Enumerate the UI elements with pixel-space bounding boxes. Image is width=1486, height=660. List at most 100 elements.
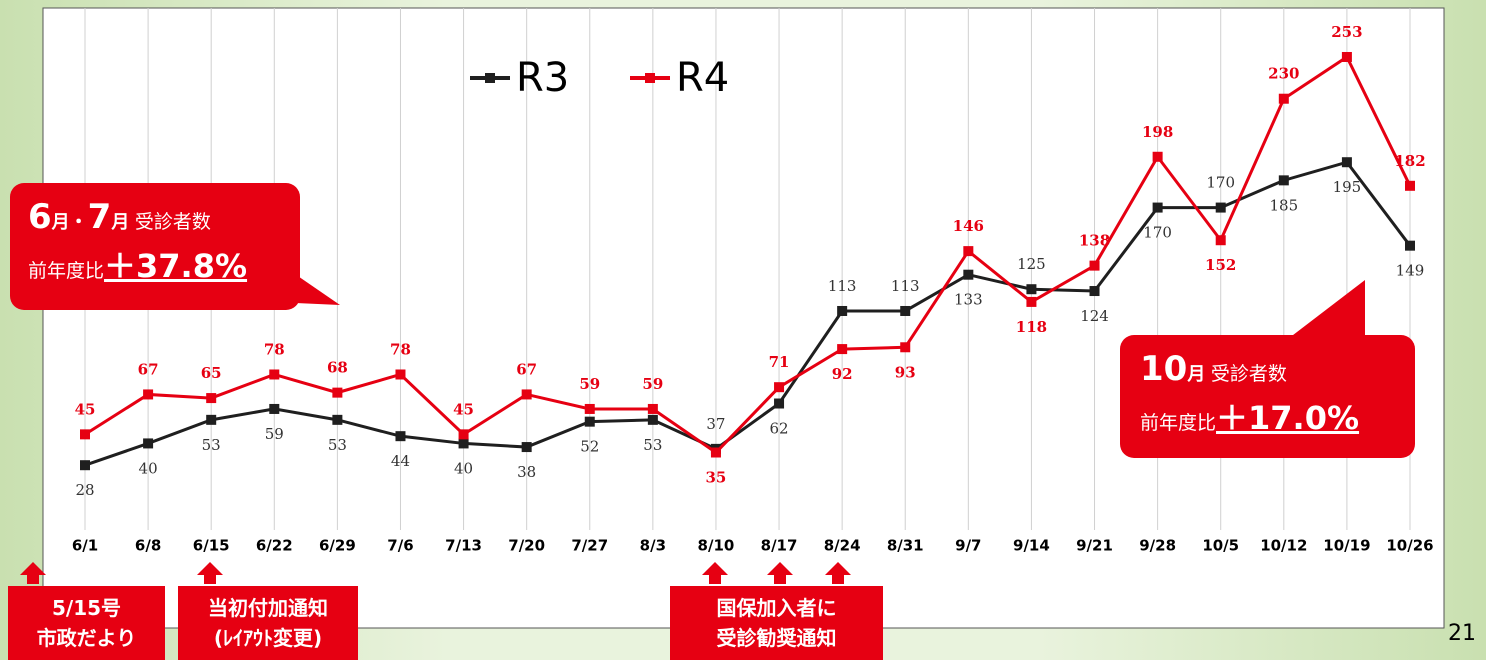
point xyxy=(647,414,658,425)
x-tick-label: 8/10 xyxy=(698,537,735,555)
x-tick-label: 7/6 xyxy=(387,537,413,555)
data-label: 59 xyxy=(642,375,663,393)
data-label: 53 xyxy=(202,436,221,454)
point xyxy=(1026,284,1037,295)
data-label: 113 xyxy=(828,277,857,295)
data-label: 138 xyxy=(1079,232,1110,250)
page-number: 21 xyxy=(1448,621,1476,646)
data-label: 253 xyxy=(1331,23,1362,41)
point xyxy=(458,429,469,440)
x-tick-label: 10/19 xyxy=(1323,537,1370,555)
x-tick-label: 10/5 xyxy=(1202,537,1239,555)
data-label: 45 xyxy=(75,400,96,418)
data-label: 59 xyxy=(579,375,600,393)
point xyxy=(395,431,406,442)
data-label: 170 xyxy=(1206,174,1235,192)
data-label: 40 xyxy=(454,459,473,477)
x-tick-label: 8/24 xyxy=(824,537,861,555)
data-label: 124 xyxy=(1080,307,1109,325)
point xyxy=(710,447,721,458)
callout-text: 月 xyxy=(111,212,130,233)
note: 国保加入者に 受診勧奨通知 xyxy=(670,586,883,660)
point xyxy=(584,416,595,427)
callout-text: 7 xyxy=(87,197,112,237)
note-text: 国保加入者に xyxy=(716,596,837,620)
legend-marker xyxy=(485,73,495,83)
callout-text: 6 xyxy=(28,197,52,237)
data-label: 53 xyxy=(643,436,662,454)
data-label: 45 xyxy=(453,400,474,418)
point xyxy=(774,382,785,393)
point xyxy=(269,369,280,380)
callout: 6月・7月 受診者数 前年度比＋37.8% xyxy=(10,183,300,310)
point xyxy=(143,389,154,400)
point xyxy=(1405,240,1415,251)
callout-text: 月 xyxy=(1187,364,1206,385)
point xyxy=(1341,157,1352,168)
data-label: 118 xyxy=(1016,318,1047,336)
data-label: 125 xyxy=(1017,255,1046,273)
point xyxy=(1278,175,1289,186)
data-label: 146 xyxy=(953,217,984,235)
data-label: 38 xyxy=(517,463,536,481)
x-tick-label: 9/21 xyxy=(1076,537,1113,555)
data-label: 78 xyxy=(390,340,411,358)
point xyxy=(1026,296,1037,307)
data-label: 53 xyxy=(328,436,347,454)
x-tick-label: 7/13 xyxy=(445,537,482,555)
point xyxy=(521,389,532,400)
note-text: 市政だより xyxy=(36,626,137,650)
point xyxy=(458,438,469,449)
callout-text: 10 xyxy=(1140,349,1188,389)
callout-text: ・ xyxy=(69,212,88,233)
callout-ratio: ＋17.0% xyxy=(1216,399,1360,437)
point xyxy=(1215,202,1226,213)
note-text: 受診勧奨通知 xyxy=(716,626,837,650)
point xyxy=(1278,93,1289,104)
data-label: 152 xyxy=(1205,256,1236,274)
point xyxy=(80,460,90,471)
point xyxy=(837,305,848,316)
callout-text: 月 xyxy=(51,212,70,233)
point xyxy=(206,414,217,425)
point xyxy=(1152,151,1163,162)
data-label: 182 xyxy=(1394,152,1425,170)
data-label: 92 xyxy=(832,365,853,383)
data-label: 185 xyxy=(1269,196,1298,214)
point xyxy=(963,269,974,280)
data-label: 67 xyxy=(516,360,537,378)
x-tick-label: 7/20 xyxy=(508,537,545,555)
point xyxy=(521,442,532,453)
data-label: 62 xyxy=(770,420,789,438)
callout-text: 前年度比 xyxy=(1140,412,1217,434)
note-text: 当初付加通知 xyxy=(208,596,328,620)
callout: 10月 受診者数 前年度比＋17.0% xyxy=(1120,335,1415,458)
data-label: 195 xyxy=(1333,178,1362,196)
series-line xyxy=(84,160,1412,467)
point xyxy=(143,438,154,449)
data-label: 68 xyxy=(327,359,348,377)
point xyxy=(395,369,406,380)
plot-area xyxy=(42,7,1445,629)
point xyxy=(1089,286,1100,297)
data-label: 28 xyxy=(75,481,94,499)
callout-text: 受診者数 xyxy=(1210,363,1287,385)
data-label: 93 xyxy=(895,363,916,381)
arrows xyxy=(20,562,851,584)
x-tick-label: 8/3 xyxy=(640,537,666,555)
point xyxy=(80,429,90,440)
x-tick-label: 8/31 xyxy=(887,537,924,555)
callout-ratio: ＋37.8% xyxy=(104,247,248,285)
point xyxy=(647,403,658,414)
data-label: 113 xyxy=(891,277,920,295)
data-label: 37 xyxy=(706,415,725,433)
data-label: 198 xyxy=(1142,123,1173,141)
note-text: (ﾚｲｱｳﾄ変更) xyxy=(213,626,323,650)
legend-label: R4 xyxy=(676,55,729,101)
x-tick-label: 6/15 xyxy=(193,537,230,555)
callout-text: 前年度比 xyxy=(28,260,105,282)
data-label: 71 xyxy=(769,353,790,371)
data-label: 133 xyxy=(954,291,983,309)
callout-tail xyxy=(1280,280,1365,345)
